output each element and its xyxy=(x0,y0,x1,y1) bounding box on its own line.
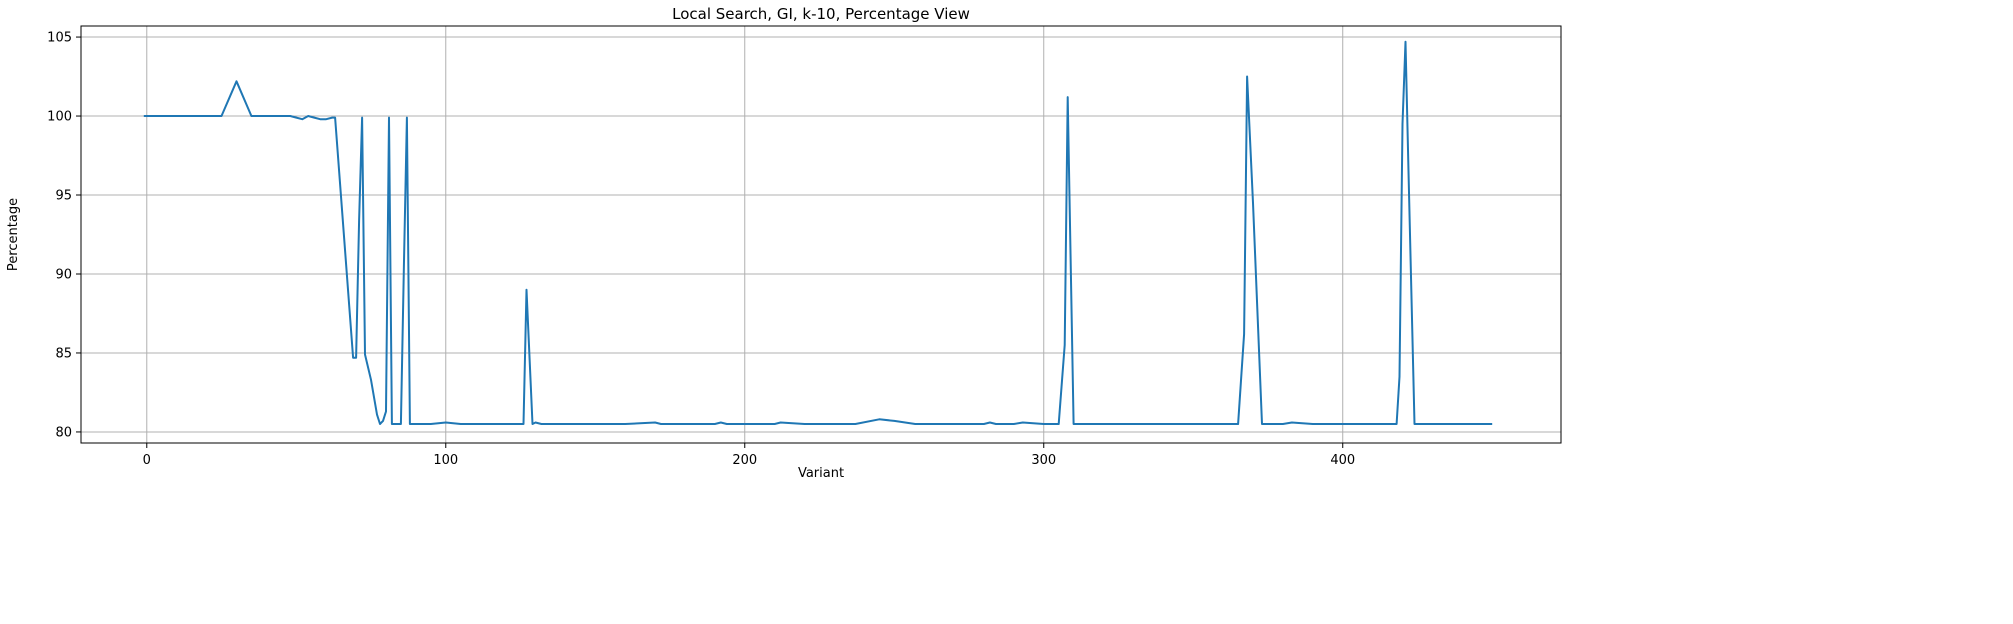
x-axis: 0 100 200 300 400 xyxy=(143,443,1355,468)
x-tick-label: 400 xyxy=(1330,453,1355,468)
x-tick-label: 200 xyxy=(732,453,757,468)
plot-frame xyxy=(80,25,1562,444)
x-tick-label: 0 xyxy=(143,453,151,468)
y-axis-label: Percentage xyxy=(6,198,21,271)
y-tick-label: 95 xyxy=(55,189,72,204)
y-tick-label: 85 xyxy=(55,346,72,361)
x-tick-label: 300 xyxy=(1031,453,1056,468)
y-tick-label: 80 xyxy=(55,425,72,440)
x-axis-label: Variant xyxy=(798,466,844,481)
y-tick-label: 100 xyxy=(47,110,72,125)
series-line xyxy=(143,40,1493,425)
grid xyxy=(81,26,1561,443)
x-tick-label: 100 xyxy=(433,453,458,468)
y-tick-label: 90 xyxy=(55,267,72,282)
y-tick-label: 105 xyxy=(47,31,72,46)
y-axis: 80 85 90 95 100 105 xyxy=(47,31,81,440)
chart-title: Local Search, GI, k-10, Percentage View xyxy=(672,5,970,23)
